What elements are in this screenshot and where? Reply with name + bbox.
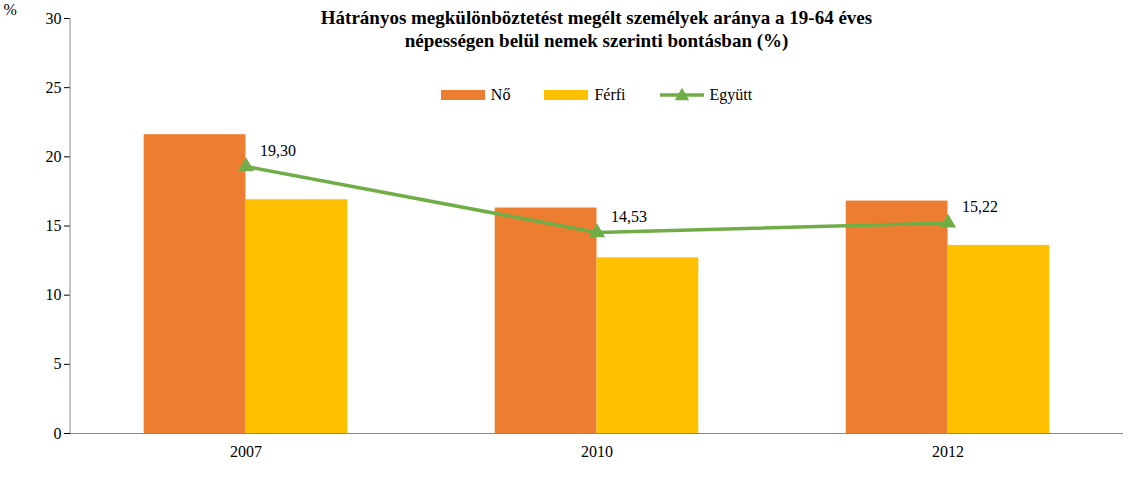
html-text:Együtt: Együtt (709, 86, 753, 103)
svg-text:2010: 2010 (581, 443, 613, 460)
svg-text:30: 30 (46, 10, 62, 27)
svg-text:25: 25 (46, 79, 62, 96)
svg-text:14,53: 14,53 (611, 208, 647, 225)
svg-text:0: 0 (54, 425, 62, 442)
svg-text:20: 20 (46, 148, 62, 165)
svg-text:2007: 2007 (230, 443, 262, 460)
svg-text:5: 5 (54, 355, 62, 372)
html-text:Férfi: Férfi (594, 86, 626, 103)
svg-text:19,30: 19,30 (260, 142, 296, 159)
svg-text:10: 10 (46, 286, 62, 303)
html-text:Hátrányos megkülönböztetést me: Hátrányos megkülönböztetést megélt szemé… (320, 7, 873, 51)
html-text:Nő: Nő (490, 86, 511, 103)
svg-text:2012: 2012 (932, 443, 964, 460)
svg-text:15,22: 15,22 (962, 198, 998, 215)
svg-text:15: 15 (46, 217, 62, 234)
svg-text:%: % (4, 1, 17, 18)
